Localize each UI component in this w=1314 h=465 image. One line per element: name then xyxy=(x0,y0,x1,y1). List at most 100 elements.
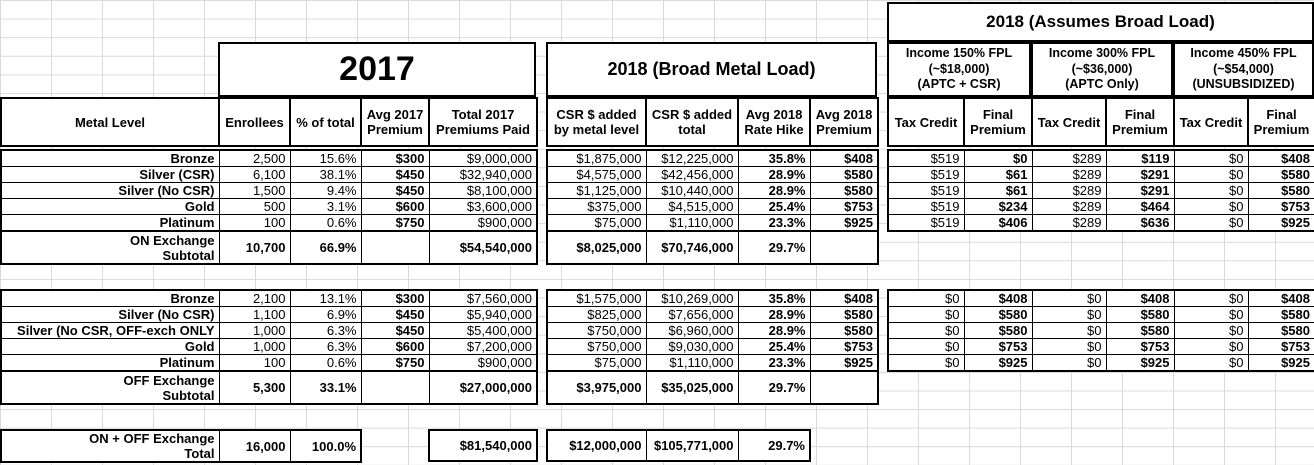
enrollees-cell[interactable]: 500 xyxy=(218,198,291,215)
rate-hike-cell[interactable]: 35.8% xyxy=(737,289,811,307)
enrollees-cell[interactable]: 1,500 xyxy=(218,182,291,199)
rate-hike-cell[interactable]: 23.3% xyxy=(737,214,811,232)
csr-added-total-header-cell[interactable]: CSR $ added total xyxy=(645,97,739,147)
tax-credit-150-cell[interactable]: $0 xyxy=(887,289,965,307)
rate-hike-cell[interactable]: 28.9% xyxy=(737,182,811,199)
total-2017-premiums-cell[interactable]: $5,940,000 xyxy=(428,306,538,323)
avg-2017-premium-cell[interactable]: $600 xyxy=(360,198,430,215)
total-2017-premiums-cell[interactable]: $7,560,000 xyxy=(428,289,538,307)
rate-hike-cell[interactable]: 28.9% xyxy=(737,322,811,339)
metal-level-cell[interactable]: Silver (CSR) xyxy=(0,166,220,183)
tax-credit-300-cell[interactable]: $0 xyxy=(1031,338,1107,355)
pct-of-total-cell[interactable]: 6.9% xyxy=(289,306,362,323)
final-premium-300-cell[interactable]: $580 xyxy=(1105,322,1175,339)
tax-credit-450-cell[interactable]: $0 xyxy=(1173,166,1249,183)
pct-of-total-cell[interactable]: 0.6% xyxy=(289,354,362,372)
csr-added-total-cell[interactable]: $7,656,000 xyxy=(645,306,739,323)
final-premium-450-cell[interactable]: $580 xyxy=(1247,306,1314,323)
avg-2018-premium-cell[interactable]: $925 xyxy=(809,214,879,232)
tax-credit-450-cell[interactable]: $0 xyxy=(1173,182,1249,199)
pct-of-total-cell[interactable]: 13.1% xyxy=(289,289,362,307)
tax-credit-150-cell[interactable]: $519 xyxy=(887,166,965,183)
csr-added-by-level-cell[interactable]: $750,000 xyxy=(546,322,647,339)
final-premium-150-cell[interactable]: $234 xyxy=(963,198,1033,215)
tax-credit-300-cell[interactable]: $289 xyxy=(1031,166,1107,183)
enrollees-total-cell[interactable]: 16,000 xyxy=(218,429,291,463)
final-premium-150-cell[interactable]: $406 xyxy=(963,214,1033,232)
avg-2018-premium-cell[interactable]: $753 xyxy=(809,198,879,215)
csr-added-by-level-subtotal-cell[interactable]: $3,975,000 xyxy=(546,370,647,405)
tax-credit-300-cell[interactable]: $0 xyxy=(1031,322,1107,339)
rate-hike-subtotal-cell[interactable]: 29.7% xyxy=(737,370,811,405)
csr-added-by-level-total-cell[interactable]: $12,000,000 xyxy=(546,429,647,462)
tax-credit-450-header-cell[interactable]: Tax Credit xyxy=(1173,97,1249,147)
final-premium-300-cell[interactable]: $119 xyxy=(1105,149,1175,167)
tax-credit-300-cell[interactable]: $0 xyxy=(1031,289,1107,307)
rate-hike-cell[interactable]: 25.4% xyxy=(737,338,811,355)
final-premium-450-cell[interactable]: $580 xyxy=(1247,322,1314,339)
pct-of-total-cell[interactable]: 38.1% xyxy=(289,166,362,183)
metal-level-cell[interactable]: Gold xyxy=(0,198,220,215)
csr-added-total-cell[interactable]: $4,515,000 xyxy=(645,198,739,215)
csr-added-by-level-cell[interactable]: $4,575,000 xyxy=(546,166,647,183)
tax-credit-450-cell[interactable]: $0 xyxy=(1173,289,1249,307)
final-premium-150-cell[interactable]: $61 xyxy=(963,182,1033,199)
final-premium-150-header-cell[interactable]: Final Premium xyxy=(963,97,1033,147)
csr-added-total-subtotal-cell[interactable]: $70,746,000 xyxy=(645,230,739,265)
rate-hike-cell[interactable]: 35.8% xyxy=(737,149,811,167)
tax-credit-150-cell[interactable]: $0 xyxy=(887,322,965,339)
final-premium-300-cell[interactable]: $291 xyxy=(1105,166,1175,183)
total-2017-premiums-cell[interactable]: $32,940,000 xyxy=(428,166,538,183)
total-label-cell[interactable]: ON + OFF Exchange Total xyxy=(0,429,220,463)
avg-2017-premium-cell[interactable]: $450 xyxy=(360,166,430,183)
final-premium-450-cell[interactable]: $925 xyxy=(1247,214,1314,232)
csr-added-by-level-cell[interactable]: $375,000 xyxy=(546,198,647,215)
metal-level-cell[interactable]: Silver (No CSR, OFF-exch ONLY xyxy=(0,322,220,339)
avg-2018-premium-cell[interactable]: $580 xyxy=(809,166,879,183)
final-premium-300-cell[interactable]: $925 xyxy=(1105,354,1175,372)
csr-added-by-level-cell[interactable]: $1,875,000 xyxy=(546,149,647,167)
csr-added-by-level-header-cell[interactable]: CSR $ added by metal level xyxy=(546,97,647,147)
metal-level-cell[interactable]: Bronze xyxy=(0,149,220,167)
metal-level-cell[interactable]: Silver (No CSR) xyxy=(0,182,220,199)
pct-of-total-subtotal-cell[interactable]: 33.1% xyxy=(289,370,362,405)
avg-2017-premium-cell[interactable]: $750 xyxy=(360,354,430,372)
avg-2018-premium-cell[interactable]: $753 xyxy=(809,338,879,355)
avg-2018-premium-cell[interactable]: $580 xyxy=(809,182,879,199)
rate-hike-subtotal-cell[interactable]: 29.7% xyxy=(737,230,811,265)
final-premium-300-cell[interactable]: $408 xyxy=(1105,289,1175,307)
final-premium-150-cell[interactable]: $61 xyxy=(963,166,1033,183)
enrollees-cell[interactable]: 1,000 xyxy=(218,322,291,339)
metal-level-header-cell[interactable]: Metal Level xyxy=(0,97,220,147)
tax-credit-450-cell[interactable]: $0 xyxy=(1173,354,1249,372)
enrollees-cell[interactable]: 100 xyxy=(218,214,291,232)
total-2017-premiums-cell[interactable]: $5,400,000 xyxy=(428,322,538,339)
csr-added-by-level-cell[interactable]: $1,575,000 xyxy=(546,289,647,307)
tax-credit-150-header-cell[interactable]: Tax Credit xyxy=(887,97,965,147)
pct-of-total-total-cell[interactable]: 100.0% xyxy=(289,429,362,463)
final-premium-150-cell[interactable]: $753 xyxy=(963,338,1033,355)
rate-hike-total-cell[interactable]: 29.7% xyxy=(737,429,811,462)
rate-hike-cell[interactable]: 25.4% xyxy=(737,198,811,215)
tax-credit-300-cell[interactable]: $289 xyxy=(1031,198,1107,215)
avg-2017-premium-cell[interactable]: $450 xyxy=(360,182,430,199)
pct-of-total-cell[interactable]: 9.4% xyxy=(289,182,362,199)
total-2017-premiums-cell[interactable]: $7,200,000 xyxy=(428,338,538,355)
total-2017-premiums-cell[interactable]: $8,100,000 xyxy=(428,182,538,199)
avg-2017-premium-cell[interactable]: $750 xyxy=(360,214,430,232)
csr-added-by-level-cell[interactable]: $75,000 xyxy=(546,354,647,372)
final-premium-300-cell[interactable]: $753 xyxy=(1105,338,1175,355)
tax-credit-450-cell[interactable]: $0 xyxy=(1173,198,1249,215)
pct-of-total-cell[interactable]: 6.3% xyxy=(289,338,362,355)
tax-credit-450-cell[interactable]: $0 xyxy=(1173,214,1249,232)
csr-added-total-cell[interactable]: $9,030,000 xyxy=(645,338,739,355)
tax-credit-150-cell[interactable]: $0 xyxy=(887,354,965,372)
csr-added-total-cell[interactable]: $1,110,000 xyxy=(645,214,739,232)
rate-hike-cell[interactable]: 28.9% xyxy=(737,306,811,323)
final-premium-450-cell[interactable]: $925 xyxy=(1247,354,1314,372)
total-2017-premiums-header-cell[interactable]: Total 2017 Premiums Paid xyxy=(428,97,538,147)
final-premium-300-cell[interactable]: $580 xyxy=(1105,306,1175,323)
avg-2018-premium-cell[interactable]: $408 xyxy=(809,289,879,307)
final-premium-450-header-cell[interactable]: Final Premium xyxy=(1247,97,1314,147)
csr-added-by-level-subtotal-cell[interactable]: $8,025,000 xyxy=(546,230,647,265)
